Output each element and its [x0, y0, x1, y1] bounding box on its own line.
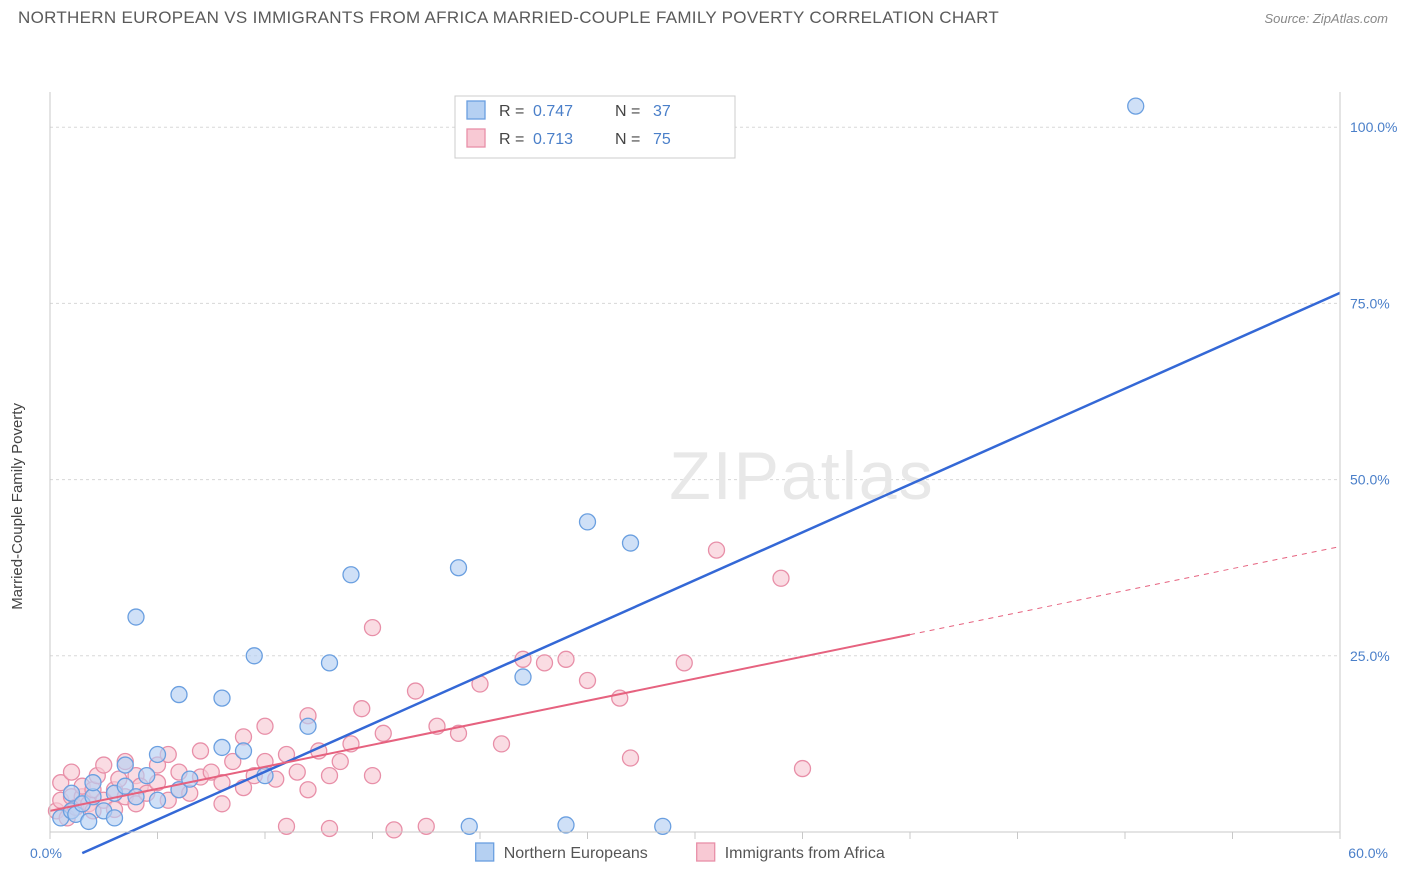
data-point-pink: [494, 736, 510, 752]
watermark: ZIPatlas: [669, 438, 934, 514]
chart-header: NORTHERN EUROPEAN VS IMMIGRANTS FROM AFR…: [0, 0, 1406, 32]
data-point-pink: [96, 757, 112, 773]
data-point-blue: [117, 757, 133, 773]
trend-line-pink-extrapolated: [910, 547, 1340, 635]
legend-swatch-pink: [467, 129, 485, 147]
legend-n-value: 37: [653, 103, 671, 120]
correlation-legend: [455, 96, 735, 158]
data-point-blue: [85, 775, 101, 791]
y-tick-label: 25.0%: [1350, 648, 1390, 664]
data-point-pink: [365, 768, 381, 784]
data-point-blue: [150, 792, 166, 808]
y-tick-label: 50.0%: [1350, 472, 1390, 488]
data-point-blue: [171, 687, 187, 703]
data-point-blue: [150, 746, 166, 762]
chart-container: 25.0% 50.0% 75.0% 100.0% ZIPatlas 0.0% 60.0% Ma…: [0, 32, 1406, 882]
data-point-pink: [332, 754, 348, 770]
bottom-legend-label: Immigrants from Africa: [725, 845, 885, 862]
data-point-pink: [64, 764, 80, 780]
trend-line-pink: [50, 635, 910, 811]
y-tick-label: 75.0%: [1350, 295, 1390, 311]
data-point-blue: [246, 648, 262, 664]
correlation-chart: 25.0% 50.0% 75.0% 100.0% ZIPatlas 0.0% 60.0% Ma…: [0, 32, 1406, 882]
data-point-pink: [289, 764, 305, 780]
data-point-pink: [354, 701, 370, 717]
data-point-blue: [236, 743, 252, 759]
data-point-pink: [365, 620, 381, 636]
data-point-blue: [300, 718, 316, 734]
data-point-blue: [451, 560, 467, 576]
legend-n-label: N =: [615, 131, 640, 148]
data-point-pink: [322, 820, 338, 836]
legend-r-value: 0.713: [533, 131, 573, 148]
data-point-pink: [193, 743, 209, 759]
data-point-blue: [214, 690, 230, 706]
data-point-blue: [515, 669, 531, 685]
data-point-blue: [322, 655, 338, 671]
data-point-pink: [300, 782, 316, 798]
data-point-pink: [214, 796, 230, 812]
x-axis-label: 0.0%: [30, 845, 62, 861]
legend-n-label: N =: [615, 103, 640, 120]
data-point-blue: [182, 771, 198, 787]
data-point-blue: [580, 514, 596, 530]
data-point-blue: [128, 609, 144, 625]
data-point-pink: [386, 822, 402, 838]
data-point-blue: [107, 810, 123, 826]
data-point-pink: [580, 672, 596, 688]
data-point-pink: [773, 570, 789, 586]
data-point-pink: [623, 750, 639, 766]
data-point-blue: [139, 768, 155, 784]
data-point-blue: [1128, 98, 1144, 114]
legend-r-label: R =: [499, 131, 524, 148]
y-tick-label: 100.0%: [1350, 119, 1397, 135]
data-point-pink: [257, 718, 273, 734]
legend-n-value: 75: [653, 131, 671, 148]
bottom-legend-label: Northern Europeans: [504, 845, 648, 862]
data-point-pink: [375, 725, 391, 741]
legend-r-value: 0.747: [533, 103, 573, 120]
data-point-blue: [81, 813, 97, 829]
data-point-blue: [623, 535, 639, 551]
data-point-blue: [343, 567, 359, 583]
data-point-pink: [676, 655, 692, 671]
bottom-legend-swatch-pink: [697, 843, 715, 861]
x-axis-label: 60.0%: [1348, 845, 1388, 861]
data-point-pink: [558, 651, 574, 667]
legend-r-label: R =: [499, 103, 524, 120]
bottom-legend-swatch-blue: [476, 843, 494, 861]
trend-line-blue: [82, 293, 1340, 853]
data-point-pink: [322, 768, 338, 784]
data-point-pink: [795, 761, 811, 777]
data-point-blue: [558, 817, 574, 833]
data-point-pink: [709, 542, 725, 558]
data-point-pink: [408, 683, 424, 699]
data-point-pink: [537, 655, 553, 671]
legend-swatch-blue: [467, 101, 485, 119]
source-attribution: Source: ZipAtlas.com: [1264, 11, 1388, 26]
chart-title: NORTHERN EUROPEAN VS IMMIGRANTS FROM AFR…: [18, 8, 999, 28]
data-point-blue: [214, 739, 230, 755]
y-axis-title: Married-Couple Family Poverty: [9, 403, 26, 610]
